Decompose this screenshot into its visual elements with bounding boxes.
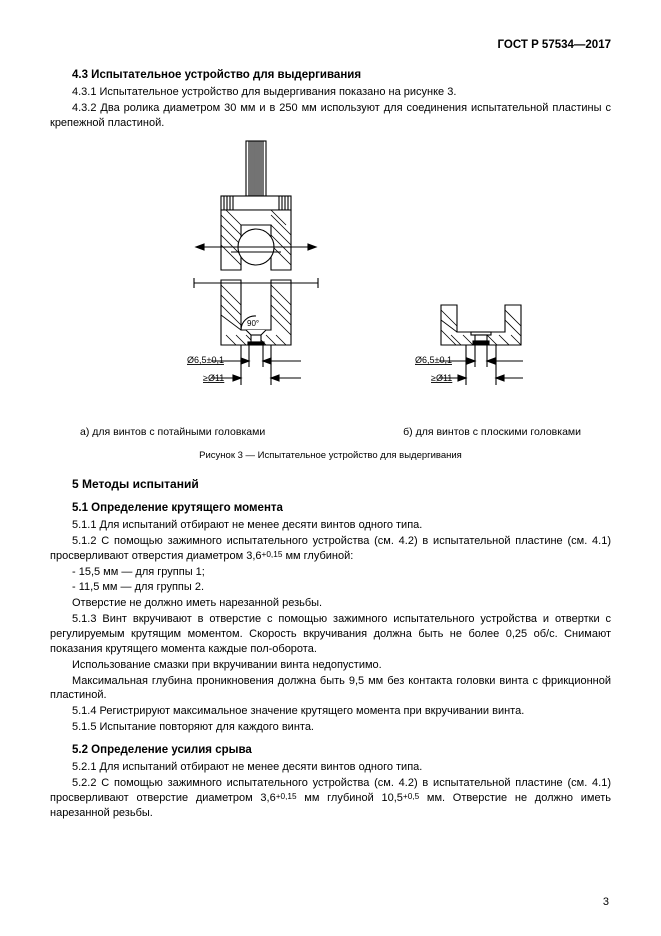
figure-3-label-b: б) для винтов с плоскими головками <box>403 425 581 439</box>
para-5-1-2: 5.1.2 С помощью зажимного испытательного… <box>50 534 611 564</box>
dim-left-d2: ≥Ø11 <box>203 373 224 383</box>
para-5-1-3-note1: Использование смазки при вкручивании вин… <box>50 658 611 673</box>
para-5-2-1: 5.2.1 Для испытаний отбирают не менее де… <box>50 760 611 775</box>
para-5-1-2-note: Отверстие не должно иметь нарезанной рез… <box>50 596 611 611</box>
dim-right-d1: Ø6,5±0,1 <box>415 355 452 365</box>
list-group-2: - 11,5 мм — для группы 2. <box>72 580 611 595</box>
angle-label: 90° <box>247 319 259 328</box>
para-5-2-2-sup1: +0,15 <box>276 792 297 801</box>
para-5-2-2: 5.2.2 С помощью зажимного испытательного… <box>50 776 611 821</box>
list-group-1: - 15,5 мм — для группы 1; <box>72 565 611 580</box>
section-5-1-title: 5.1 Определение крутящего момента <box>72 501 611 517</box>
para-5-1-4: 5.1.4 Регистрируют максимальное значение… <box>50 704 611 719</box>
figure-3-label-a: а) для винтов с потайными головками <box>80 425 265 439</box>
dim-right-d2: ≥Ø11 <box>431 373 452 383</box>
section-4-3-title: 4.3 Испытательное устройство для выдерги… <box>72 68 611 84</box>
para-5-1-2-sup: +0,15 <box>262 550 283 559</box>
para-5-2-2b: мм глубиной 10,5 <box>297 792 403 804</box>
section-5-2-title: 5.2 Определение усилия срыва <box>72 743 611 759</box>
para-5-1-2b: мм глубиной: <box>282 550 353 562</box>
page-number: 3 <box>603 895 609 910</box>
para-4-3-2: 4.3.2 Два ролика диаметром 30 мм и в 250… <box>50 101 611 131</box>
section-5-title: 5 Методы испытаний <box>72 476 611 492</box>
para-5-2-2-sup2: +0,5 <box>403 792 419 801</box>
dim-left-d1: Ø6,5±0,1 <box>187 355 224 365</box>
para-5-1-5: 5.1.5 Испытание повторяют для каждого ви… <box>50 720 611 735</box>
para-5-1-3-note2: Максимальная глубина проникновения должн… <box>50 674 611 704</box>
para-5-1-3: 5.1.3 Винт вкручивают в отверстие с помо… <box>50 612 611 657</box>
para-5-1-1: 5.1.1 Для испытаний отбирают не менее де… <box>50 518 611 533</box>
figure-3-caption: Рисунок 3 — Испытательное устройство для… <box>50 450 611 463</box>
para-4-3-1: 4.3.1 Испытательное устройство для выдер… <box>50 85 611 100</box>
figure-3-diagram: 90° Ø6,5±0,1 ≥Ø11 <box>50 135 611 420</box>
standard-code: ГОСТ Р 57534—2017 <box>50 38 611 54</box>
